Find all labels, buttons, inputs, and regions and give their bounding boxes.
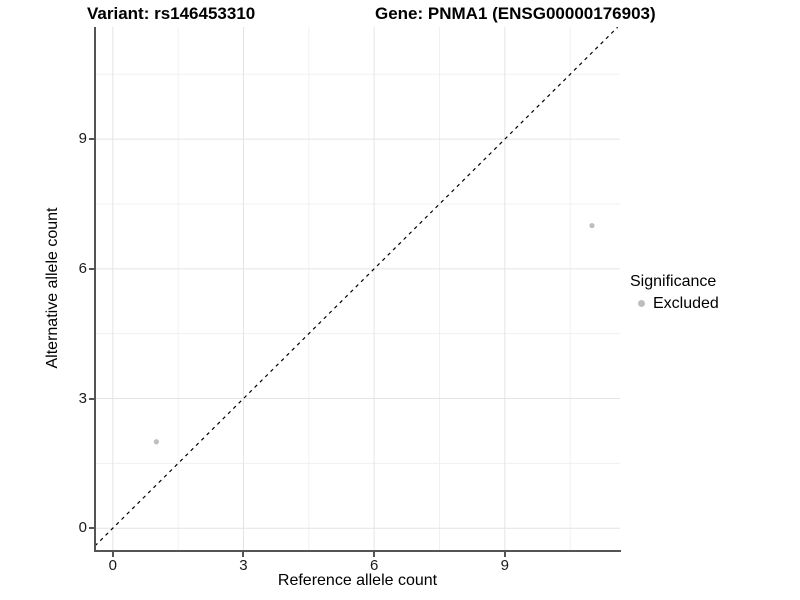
x-axis-title: Reference allele count <box>277 572 438 589</box>
x-tick-mark <box>503 552 506 557</box>
y-tick-label: 9 <box>78 130 87 148</box>
legend-item-excluded: Excluded <box>630 294 719 313</box>
y-tick-label: 0 <box>78 519 87 537</box>
x-tick-label: 9 <box>500 557 509 574</box>
plot-title-gene: Gene: PNMA1 (ENSG00000176903) <box>375 4 656 23</box>
y-tick-mark <box>88 527 94 530</box>
y-tick-mark <box>88 138 94 141</box>
y-axis-title: Alternative allele count <box>44 207 61 369</box>
plot-title-variant: Variant: rs146453310 <box>87 4 256 23</box>
y-tick-label: 3 <box>78 389 87 407</box>
legend-title: Significance <box>630 273 717 290</box>
x-tick-mark <box>373 552 376 557</box>
y-tick-label: 6 <box>78 259 87 277</box>
x-tick-label: 6 <box>369 557 379 574</box>
plot-canvas <box>95 27 620 550</box>
y-tick-mark <box>88 397 94 400</box>
data-point <box>153 439 159 445</box>
data-point <box>589 222 595 229</box>
plot-panel <box>95 27 620 550</box>
x-tick-mark <box>111 552 114 557</box>
legend-item-label: Excluded <box>653 295 719 312</box>
x-tick-mark <box>242 552 245 557</box>
x-axis-line <box>93 550 621 552</box>
y-axis-line <box>93 27 96 552</box>
x-tick-label: 3 <box>239 557 248 574</box>
y-tick-mark <box>88 267 94 270</box>
x-tick-label: 0 <box>108 557 117 574</box>
legend-point-icon <box>638 300 645 307</box>
legend: Significance Excluded <box>630 272 719 313</box>
